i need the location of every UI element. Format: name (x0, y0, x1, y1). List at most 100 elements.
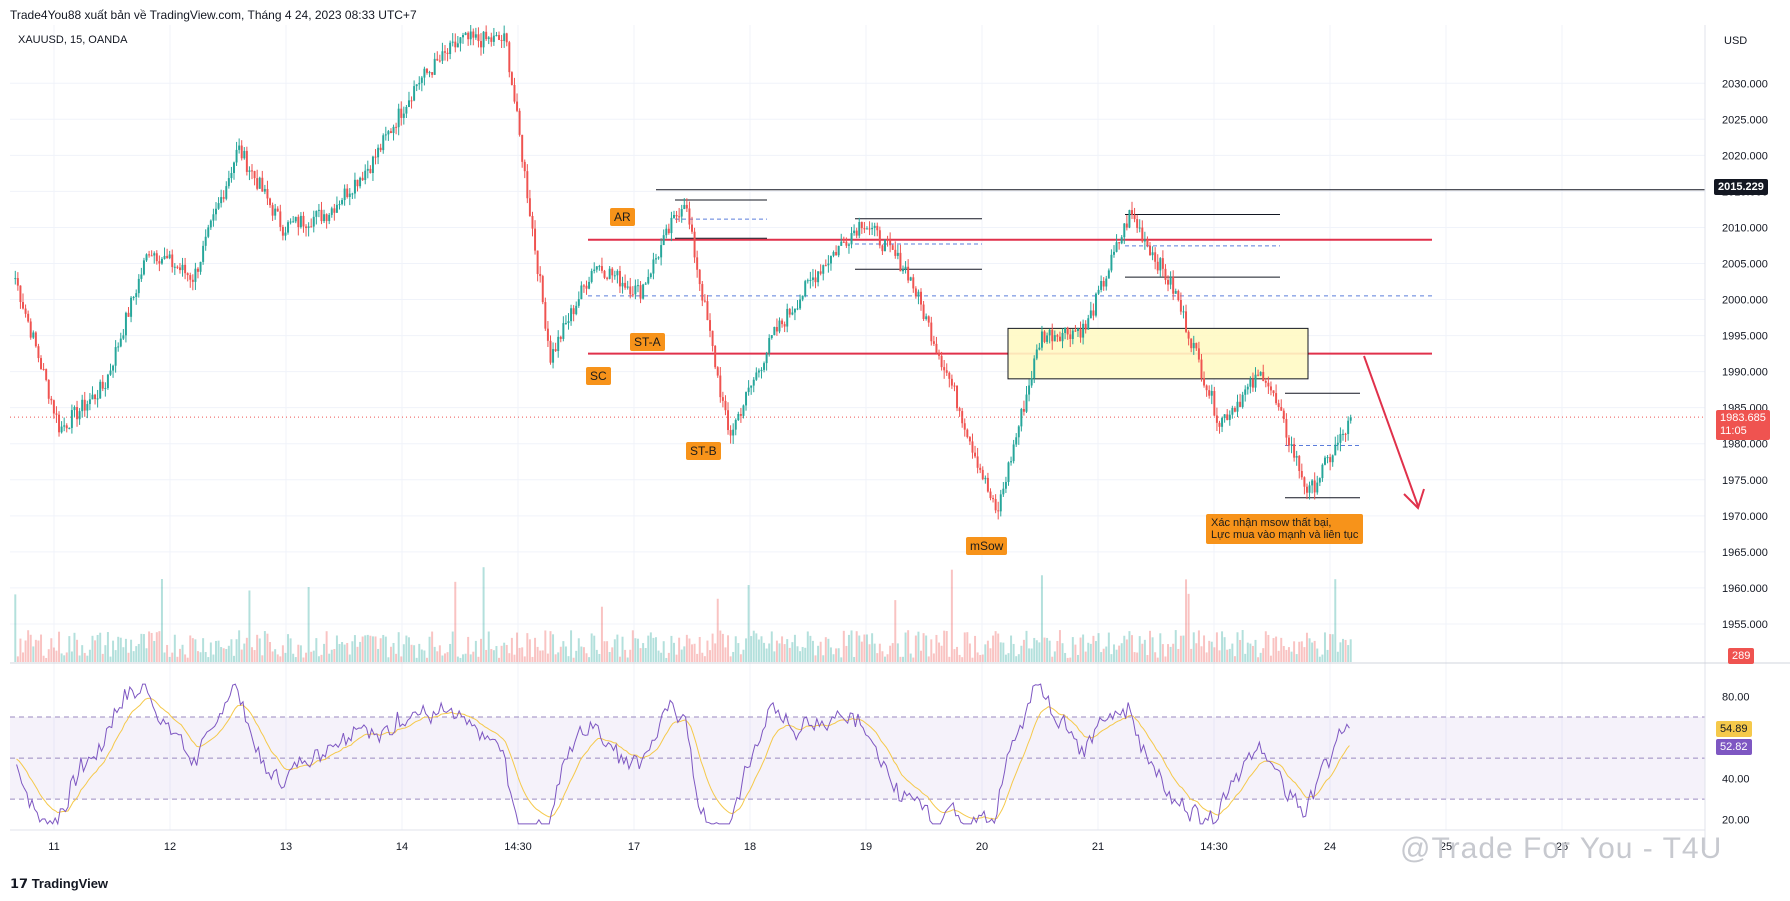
candle-body (613, 275, 616, 277)
volume-bar (456, 656, 459, 662)
candle-body (634, 285, 637, 295)
volume-bar (1094, 641, 1097, 662)
candle-body (889, 239, 892, 246)
volume-bar (1125, 639, 1128, 662)
candle-body (552, 349, 555, 363)
volume-bar (930, 639, 933, 662)
volume-bar (1146, 655, 1149, 662)
candle-body (757, 370, 760, 373)
candle-body (387, 131, 390, 135)
volume-bar (256, 634, 259, 662)
candle-body (1233, 407, 1236, 412)
volume-bar (1015, 656, 1018, 662)
candle-body (948, 372, 951, 379)
candle-body (956, 385, 959, 409)
volume-bar (1336, 651, 1339, 662)
volume-bar (469, 654, 472, 662)
candle-body (78, 411, 81, 420)
volume-bar (346, 643, 349, 662)
price-tick-label: 1995.000 (1722, 331, 1768, 343)
volume-bar (1300, 641, 1303, 662)
candle-body (52, 400, 55, 414)
volume-bar (835, 648, 838, 662)
volume-bar (878, 643, 881, 662)
volume-bar (1087, 642, 1090, 662)
candle-body (526, 171, 529, 199)
candle-body (325, 214, 328, 222)
candle-body (407, 100, 410, 107)
rsi-value: 52.82 (1716, 739, 1752, 755)
price-tick-label: 2010.000 (1722, 222, 1768, 234)
candle-body (1136, 219, 1139, 228)
candle-body (433, 58, 436, 75)
candle-body (402, 113, 405, 118)
volume-bar (127, 652, 130, 662)
candle-body (413, 86, 416, 101)
tradingview-logo[interactable]: 𝟭𝟳 TradingView (10, 876, 108, 892)
volume-bar (974, 635, 977, 662)
volume-bar (420, 649, 423, 662)
volume-bar (763, 642, 766, 662)
volume-bar (961, 657, 964, 662)
candle-body (1156, 261, 1159, 271)
candle-body (1347, 420, 1350, 435)
candle-body (1028, 385, 1031, 395)
candle-body (328, 214, 331, 222)
volume-bar (693, 643, 696, 662)
candle-body (335, 204, 338, 213)
volume-bar (760, 636, 763, 662)
candle-body (858, 222, 861, 236)
volume-bar (1105, 646, 1108, 662)
candle-body (119, 338, 122, 347)
volume-bar (670, 635, 673, 662)
volume-bar (474, 640, 477, 662)
volume-bar (634, 638, 637, 662)
volume-bar (1007, 653, 1010, 662)
candle-body (950, 378, 953, 386)
volume-bar (945, 631, 948, 662)
candle-body (907, 266, 910, 281)
volume-bar (508, 653, 511, 662)
volume-bar (243, 643, 246, 662)
candle-body (341, 200, 344, 205)
candle-body (1267, 382, 1270, 387)
candle-body (359, 177, 362, 187)
volume-bar (523, 656, 526, 662)
rsi-tick-label: 40.00 (1722, 774, 1750, 786)
candle-body (361, 177, 364, 180)
candle-body (642, 284, 645, 299)
candle-body (938, 352, 941, 356)
candle-body (1110, 254, 1113, 271)
candle-body (935, 343, 938, 353)
candle-body (1239, 401, 1242, 407)
volume-bar (487, 631, 490, 662)
volume-bar (618, 656, 621, 662)
volume-bar (248, 590, 251, 662)
volume-bar (1208, 640, 1211, 662)
volume-bar (233, 655, 235, 662)
volume-bar (1076, 654, 1079, 662)
volume-bar (1051, 656, 1054, 662)
volume-bar (325, 631, 328, 662)
candle-body (1107, 270, 1110, 279)
volume-bar (310, 651, 313, 662)
volume-bar (554, 654, 557, 662)
volume-bar (181, 644, 184, 662)
candle-body (1179, 299, 1182, 312)
candle-body (1251, 379, 1254, 388)
candle-body (428, 72, 431, 74)
candle-body (34, 332, 37, 347)
volume-bar (1053, 651, 1056, 662)
brand-label: TradingView (31, 876, 109, 891)
volume-bar (1169, 646, 1172, 662)
volume-bar (472, 651, 475, 662)
candle-body (1280, 407, 1283, 411)
volume-bar (240, 649, 243, 662)
volume-bar (227, 645, 230, 662)
volume-bar (433, 646, 436, 662)
candle-body (835, 252, 838, 256)
volume-bar (629, 649, 632, 662)
volume-bar (467, 636, 470, 662)
candle-body (827, 263, 830, 266)
